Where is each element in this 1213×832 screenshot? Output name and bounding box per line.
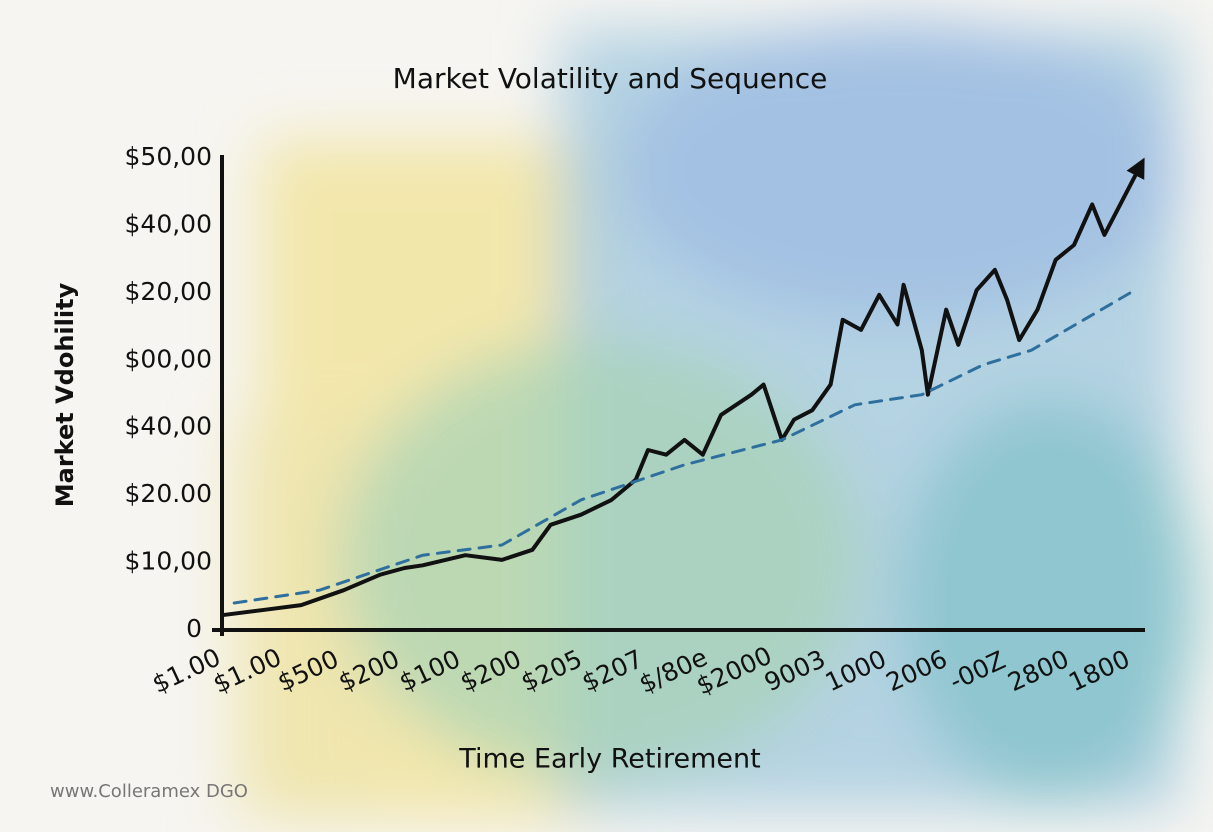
trend-line: [232, 288, 1137, 605]
y-tick-label: $40,00: [125, 412, 212, 441]
chart-title: Market Volatility and Sequence: [393, 62, 828, 95]
y-tick-label: $00,00: [125, 344, 212, 373]
y-tick-label: $20,00: [125, 277, 212, 306]
watercolor-background: [230, 20, 1200, 820]
y-tick-label: $40,00: [125, 209, 212, 238]
y-tick-label: $50,00: [125, 142, 212, 171]
y-tick-label: $20.00: [125, 479, 212, 508]
market-line: [220, 157, 1145, 618]
y-axis-title: Market Vdohility: [51, 282, 79, 507]
y-tick-label: 0: [186, 614, 202, 643]
x-axis-title: Time Early Retirement: [458, 744, 760, 775]
footer: www.Colleramex DGO: [50, 781, 248, 802]
y-tick-label: $10,00: [125, 547, 212, 576]
